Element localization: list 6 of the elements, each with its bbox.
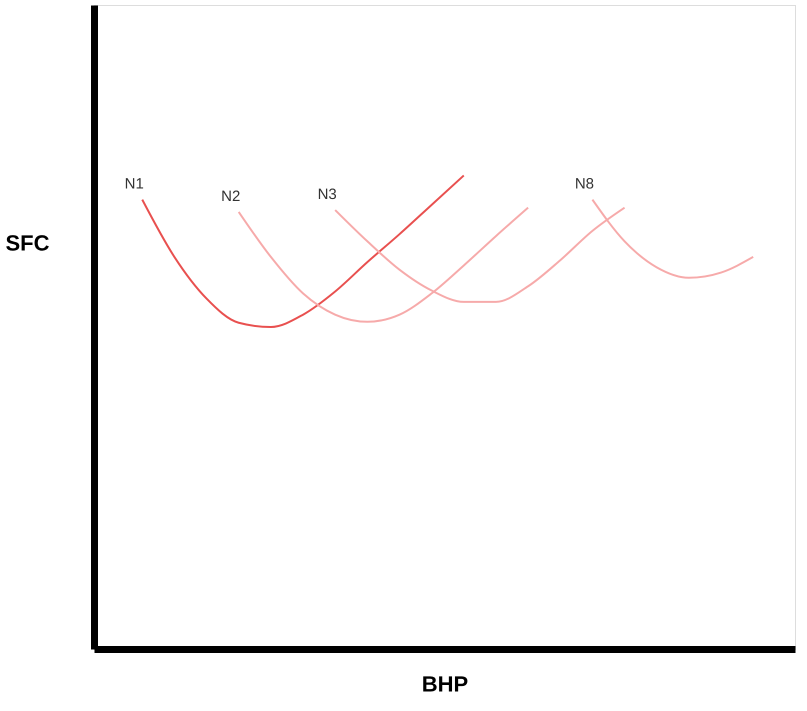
- x-axis-title: BHP: [422, 672, 468, 696]
- y-axis-title: SFC: [6, 230, 50, 256]
- series-label: N1: [124, 176, 144, 193]
- series-label: N3: [318, 186, 337, 204]
- series-label: N8: [574, 176, 594, 193]
- series-label: N2: [221, 188, 240, 205]
